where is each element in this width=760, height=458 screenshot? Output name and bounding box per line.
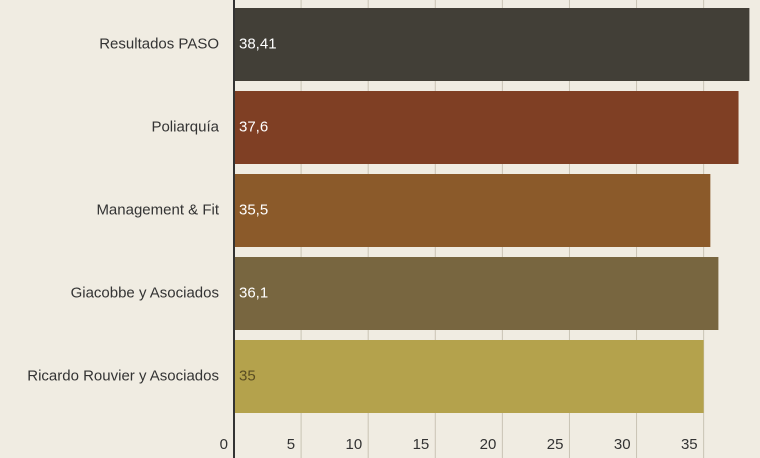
x-tick-label: 5 — [287, 436, 295, 453]
value-label: 37,6 — [239, 118, 268, 135]
x-tick-label: 25 — [547, 436, 564, 453]
category-label: Giacobbe y Asociados — [71, 284, 219, 301]
x-tick-label: 30 — [614, 436, 631, 453]
category-label: Ricardo Rouvier y Asociados — [27, 367, 219, 384]
x-tick-label: 10 — [345, 436, 362, 453]
category-label: Resultados PASO — [99, 35, 219, 52]
x-tick-label: 20 — [480, 436, 497, 453]
bar — [234, 340, 704, 413]
x-tick-label: 0 — [220, 436, 228, 453]
x-tick-label: 35 — [681, 436, 698, 453]
bar — [234, 257, 719, 330]
value-label: 35 — [239, 367, 256, 384]
value-label: 38,41 — [239, 35, 277, 52]
x-tick-label: 15 — [413, 436, 430, 453]
value-label: 35,5 — [239, 201, 268, 218]
bar — [234, 8, 750, 81]
category-label: Management & Fit — [96, 201, 219, 218]
category-label: Poliarquía — [151, 118, 219, 135]
bar — [234, 174, 711, 247]
value-label: 36,1 — [239, 284, 268, 301]
bar — [234, 91, 739, 164]
